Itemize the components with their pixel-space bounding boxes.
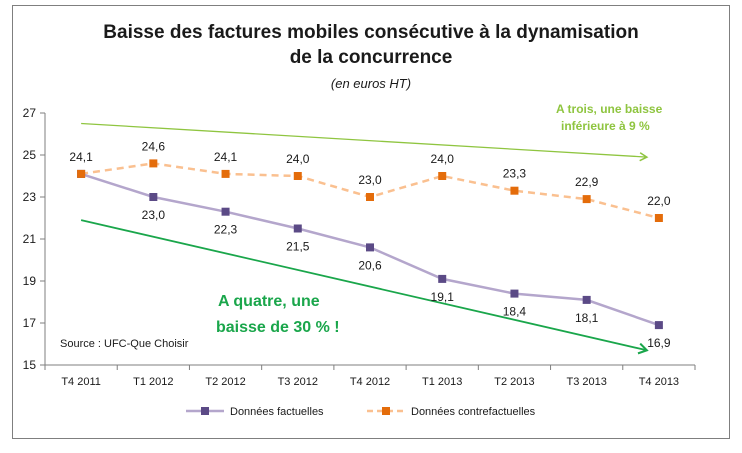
data-label: 24,6 [142,139,166,153]
data-label: 20,6 [358,258,382,272]
data-label: 18,1 [575,311,599,325]
chart-title: Baisse des factures mobiles consécutive … [0,20,742,70]
legend: Données factuelles Données contrefactuell… [186,406,536,418]
y-tick-label: 27 [23,106,37,120]
data-point-marker [582,295,591,304]
chart-subtitle: (en euros HT) [330,76,412,91]
x-tick-label: T4 2012 [350,376,390,388]
chart-frame [12,5,730,439]
legend-swatch-marker [201,407,209,415]
trend-arrow-trois [81,122,649,162]
data-point-marker [366,243,374,252]
legend-item: Données factuelles [186,406,324,418]
data-label: 24,0 [431,152,455,166]
data-label: 24,1 [214,150,238,164]
data-point-marker [438,274,447,283]
annotation-trois-line-1: A trois, une baisse [556,102,663,116]
data-label: 22,9 [575,175,599,189]
data-point-marker [654,214,663,222]
data-label: 24,0 [286,152,310,166]
trend-arrow-quatre [80,219,649,355]
data-point-marker [293,172,302,180]
y-tick-label: 25 [23,148,37,162]
x-tick-label: T1 2012 [133,376,173,388]
data-point-marker [149,193,158,201]
annotation-quatre-line-1: A quatre, une [218,293,320,310]
y-tick-label: 17 [23,316,37,330]
source-note: Source : UFC-Que Choisir [60,338,189,350]
data-label: 22,0 [647,194,671,208]
y-tick-label: 23 [23,190,37,204]
data-point-marker [510,289,519,298]
data-point-marker [582,195,591,204]
data-point-marker [366,193,374,201]
data-point-marker [221,207,230,216]
data-label: 18,4 [503,305,527,319]
legend-label: Données contrefactuelles [411,406,536,418]
legend-label: Données factuelles [230,406,324,418]
data-label: 24,1 [69,150,93,164]
x-tick-label: T1 2013 [422,376,462,388]
data-point-marker [149,159,158,168]
data-label: 19,1 [431,290,455,304]
chart-title-line-1: Baisse des factures mobiles consécutive … [103,22,639,43]
x-tick-label: T3 2012 [278,376,318,388]
data-point-marker [77,169,86,178]
data-label: 23,0 [358,173,382,187]
data-point-marker [293,224,302,233]
data-label: 21,5 [286,240,310,254]
chart-title-line-2: de la concurrence [289,47,453,68]
series-line [80,162,660,220]
data-label: 23,0 [142,208,166,222]
data-point-marker [654,321,663,330]
annotation-quatre-line-2: baisse de 30 % ! [216,319,340,336]
data-label: 22,3 [214,223,238,237]
data-point-marker [510,186,519,195]
data-label: 16,9 [647,336,671,350]
y-tick-label: 21 [23,232,37,246]
data-point-marker [221,169,230,178]
x-tick-label: T4 2013 [639,376,679,388]
annotation-trois-line-2: inférieure à 9 % [561,119,650,133]
legend-item: Données contrefactuelles [367,406,536,418]
y-tick-label: 15 [23,358,37,372]
y-tick-label: 19 [23,274,37,288]
data-label: 23,3 [503,167,527,181]
x-tick-label: T4 2011 [61,376,101,388]
x-tick-label: T2 2012 [205,376,245,388]
x-tick-label: T3 2013 [566,376,606,388]
legend-swatch-marker [382,407,390,415]
x-tick-label: T2 2013 [494,376,534,388]
data-point-marker [438,172,447,180]
